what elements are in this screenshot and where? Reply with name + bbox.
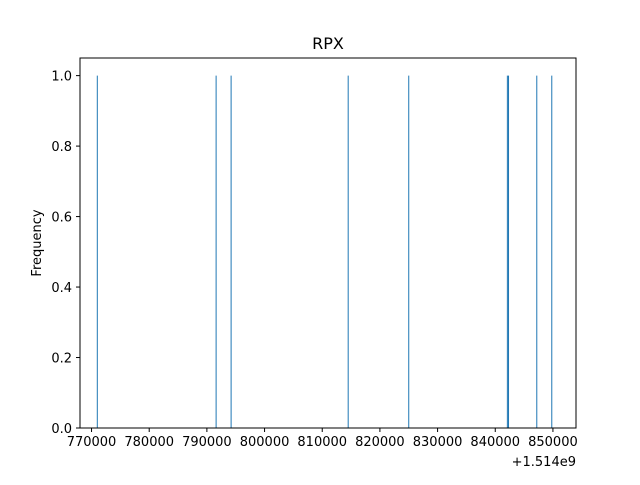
- bar-7: [536, 75, 538, 428]
- x-axis: 770000 780000 790000 800000 810000 820000 8300…: [67, 428, 578, 450]
- y-tick-label: 0.8: [51, 140, 72, 155]
- x-axis-offset-label: +1.514e9: [512, 455, 576, 470]
- x-tick-label: 780000: [124, 435, 174, 450]
- bar-3: [347, 75, 349, 428]
- bar-8: [551, 75, 553, 428]
- x-tick-label: 840000: [470, 435, 520, 450]
- bar-6: [508, 75, 510, 428]
- plot-area-frame: [79, 57, 577, 429]
- y-axis-label: Frequency: [30, 209, 45, 276]
- bar-4: [408, 75, 410, 428]
- bars-layer: [96, 75, 553, 428]
- bar-1: [215, 75, 217, 428]
- y-tick-label: 0.2: [51, 352, 72, 367]
- x-tick-label: 800000: [240, 435, 290, 450]
- x-tick-label: 790000: [182, 435, 232, 450]
- x-tick-label: 850000: [528, 435, 578, 450]
- y-axis: 0.0 0.2 0.4 0.6 0.8 1.0: [51, 70, 80, 437]
- bar-2: [230, 75, 232, 428]
- bar-5: [506, 75, 508, 428]
- y-tick-label: 0.4: [51, 281, 72, 296]
- x-tick-label: 830000: [413, 435, 463, 450]
- x-tick-label: 770000: [67, 435, 117, 450]
- y-tick-label: 0.0: [51, 422, 72, 437]
- chart-title: RPX: [312, 34, 344, 53]
- x-tick-label: 820000: [355, 435, 405, 450]
- y-tick-label: 0.6: [51, 211, 72, 226]
- bar-0: [96, 75, 98, 428]
- y-tick-label: 1.0: [51, 70, 72, 85]
- x-tick-label: 810000: [297, 435, 347, 450]
